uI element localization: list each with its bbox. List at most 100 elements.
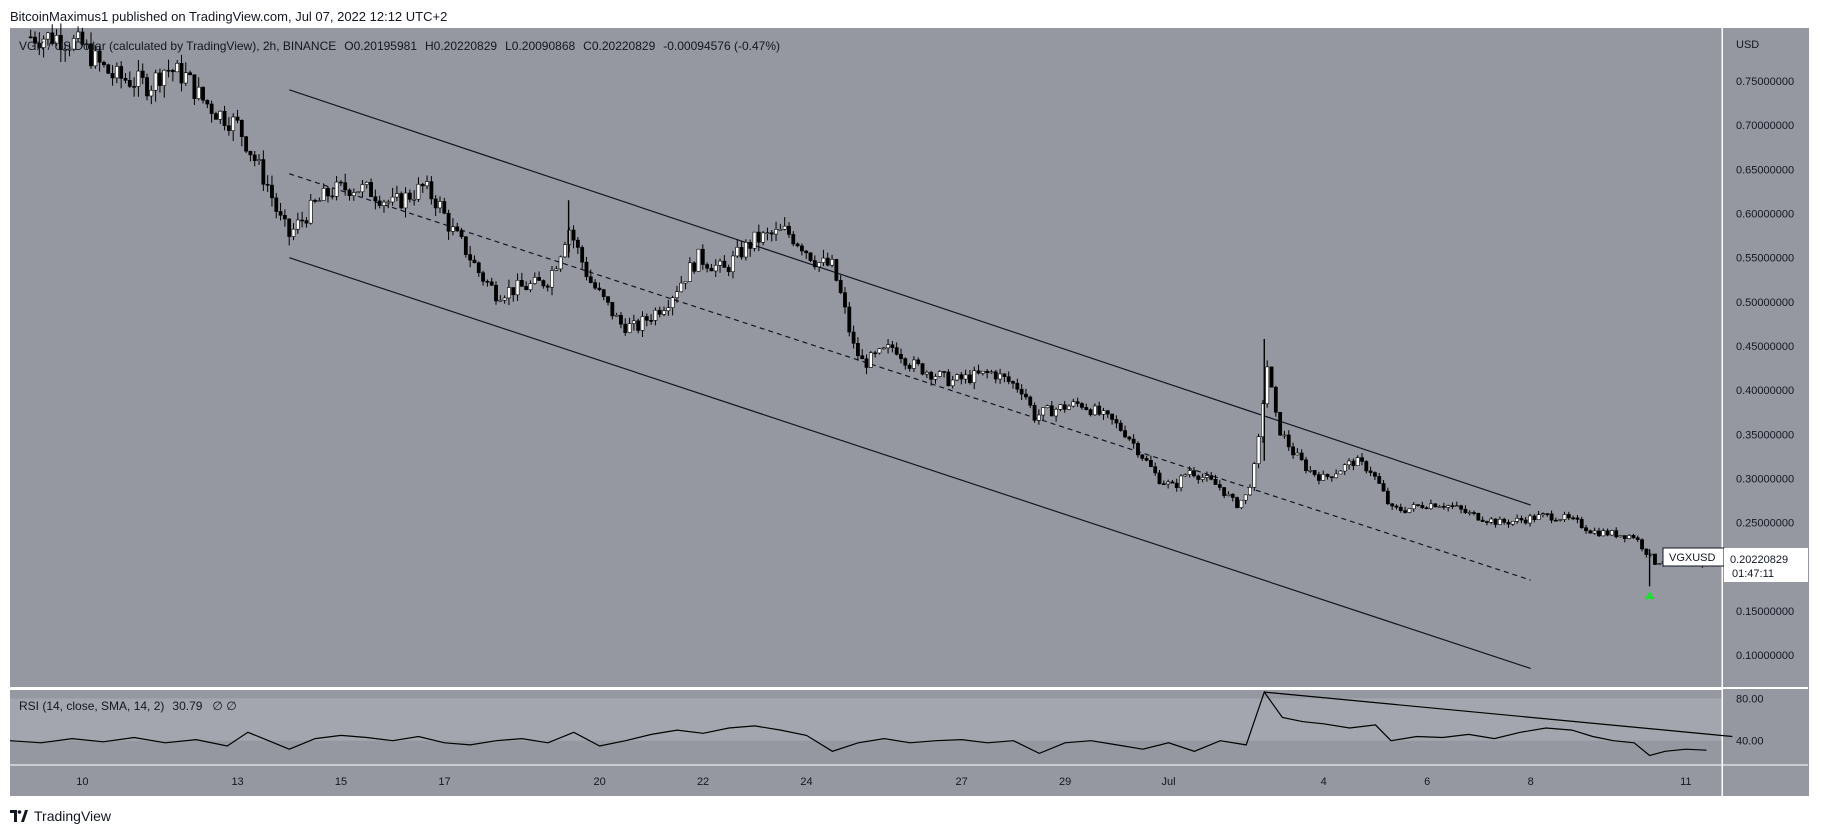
candle-body <box>313 199 317 202</box>
candle-body <box>817 262 822 268</box>
candle-body <box>1321 474 1326 481</box>
candle-body <box>1049 405 1054 417</box>
channel-lower-line <box>289 257 1531 670</box>
rsi-level-label: 80.00 <box>1736 693 1764 705</box>
candle-body <box>287 218 292 237</box>
y-tick-label: 0.10000000 <box>1736 650 1794 662</box>
candle-body <box>687 262 692 282</box>
candle-body <box>532 277 537 284</box>
candle-body <box>1170 481 1175 484</box>
candle-body <box>1502 518 1507 523</box>
rsi-legend: RSI (14, close, SMA, 14, 2) 30.79 ∅ ∅ <box>19 699 237 713</box>
candle-body <box>993 371 998 380</box>
candle-body <box>1334 473 1339 479</box>
candle-body <box>614 314 619 317</box>
candle-body <box>89 43 93 67</box>
candle-body <box>968 374 972 383</box>
candle-body <box>1291 446 1295 456</box>
candle-body <box>1631 535 1636 539</box>
candle-body <box>1385 490 1390 505</box>
candle-body <box>166 69 171 72</box>
candle-body <box>1213 478 1218 485</box>
currency-label: USD <box>1736 39 1759 51</box>
candle-body <box>231 116 236 131</box>
candle-body <box>528 283 533 291</box>
candle-body <box>420 183 425 187</box>
candle-body <box>364 182 369 185</box>
candle-body <box>1123 430 1127 438</box>
y-tick-label: 0.40000000 <box>1736 385 1794 397</box>
candle-body <box>1174 482 1179 488</box>
candle-body <box>537 277 541 281</box>
low-label: L <box>505 39 512 53</box>
candle-body <box>1317 474 1321 481</box>
candle-body <box>722 260 727 268</box>
candle-body <box>97 50 102 63</box>
candle-body <box>1192 470 1196 477</box>
candle-body <box>619 314 623 325</box>
x-tick-label: 24 <box>800 776 812 788</box>
countdown: 01:47:11 <box>1732 568 1774 580</box>
last-price-tag: 0.20220829 01:47:11 <box>1724 548 1808 582</box>
candle-body <box>1239 499 1244 508</box>
candle-body <box>519 280 524 287</box>
price-chart[interactable]: 0.100000000.150000000.200000000.25000000… <box>0 0 1824 804</box>
price-axis-background <box>1723 28 1809 796</box>
candle-body <box>102 61 106 66</box>
candle-body <box>1204 475 1209 478</box>
candle-body <box>1493 518 1498 525</box>
candle-body <box>145 77 149 97</box>
candle-body <box>972 370 977 383</box>
candle-body <box>963 374 968 380</box>
candle-body <box>489 281 494 286</box>
candle-body <box>1097 405 1102 415</box>
y-tick-label: 0.15000000 <box>1736 606 1794 618</box>
candle-body <box>274 197 279 212</box>
candle-body <box>756 231 761 243</box>
candle-body <box>1019 388 1024 395</box>
rsi-value: 30.79 <box>172 699 202 713</box>
candle-body <box>679 282 684 293</box>
rsi-trendline <box>1264 691 1733 738</box>
candle-body <box>511 287 516 296</box>
candle-body <box>46 32 50 40</box>
candle-body <box>1592 530 1597 534</box>
candle-body <box>1084 407 1089 410</box>
candle-body <box>1536 514 1541 520</box>
candle-body <box>196 86 201 99</box>
candle-body <box>636 320 641 331</box>
candle-body <box>1114 419 1119 424</box>
candle-body <box>541 280 546 287</box>
y-tick-label: 0.25000000 <box>1736 518 1794 530</box>
candle-body <box>54 34 59 44</box>
candle-body <box>222 110 227 126</box>
candle-body <box>1105 410 1110 415</box>
candle-body <box>700 248 705 265</box>
candle-body <box>1179 475 1183 488</box>
candle-body <box>692 262 697 272</box>
candle-body <box>1441 506 1446 508</box>
candle-body <box>244 136 249 152</box>
candle-body <box>84 43 89 46</box>
close-value: 0.20220829 <box>592 39 656 53</box>
candle-body <box>601 289 606 297</box>
rsi-level-label: 40.00 <box>1736 736 1764 748</box>
x-tick-label: 22 <box>697 776 709 788</box>
candle-body <box>1015 382 1020 390</box>
candle-body <box>1515 518 1520 522</box>
candle-body <box>903 358 908 366</box>
candle-body <box>774 229 778 235</box>
candle-body <box>472 259 477 264</box>
candle-body <box>1011 381 1015 384</box>
candle-body <box>1222 487 1227 496</box>
y-tick-label: 0.45000000 <box>1736 341 1794 353</box>
candle-body <box>1209 475 1214 480</box>
candle-body <box>856 343 860 357</box>
candle-body <box>80 31 85 45</box>
candle-body <box>425 181 429 187</box>
last-price: 0.20220829 <box>1730 554 1788 566</box>
candle-body <box>580 247 585 263</box>
candle-body <box>761 232 766 243</box>
candle-body <box>1627 535 1632 539</box>
candle-body <box>563 244 567 258</box>
